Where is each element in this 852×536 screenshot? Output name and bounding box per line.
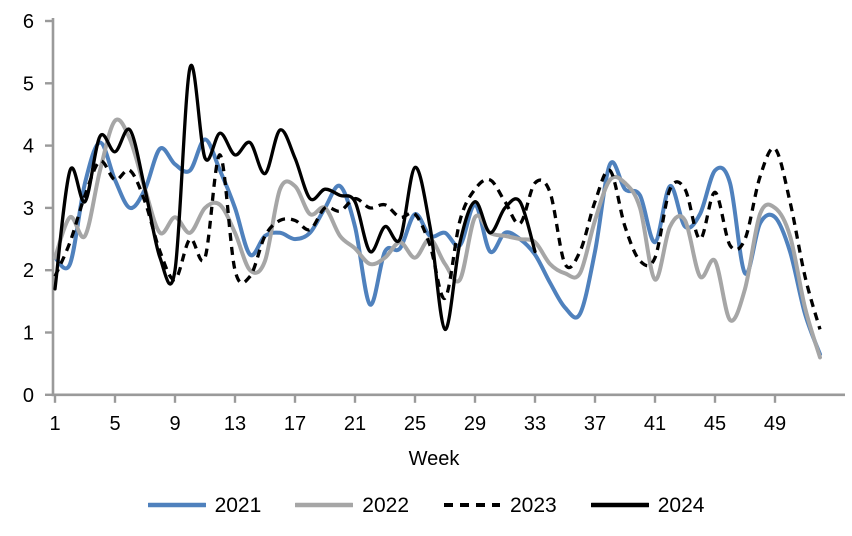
x-tick-label: 29 xyxy=(464,413,486,435)
x-axis-title: Week xyxy=(409,448,461,470)
x-tick-label: 37 xyxy=(584,413,606,435)
legend-item-2023: 2023 xyxy=(443,495,557,516)
legend-swatch-2023 xyxy=(444,503,500,507)
x-tick-label: 17 xyxy=(284,413,306,435)
legend-item-2024: 2024 xyxy=(590,493,705,517)
legend-label-2024: 2024 xyxy=(657,493,705,517)
y-tick-label: 6 xyxy=(23,11,34,33)
legend-label-2023: 2023 xyxy=(510,493,557,517)
x-tick-label: 49 xyxy=(764,413,786,435)
legend-item-2022: 2022 xyxy=(295,495,409,516)
y-tick-label: 1 xyxy=(23,323,34,345)
x-tick-label: 13 xyxy=(224,413,246,435)
y-tick-label: 2 xyxy=(23,260,34,282)
x-tick-label: 45 xyxy=(704,413,726,435)
legend: 2021 2022 2023 2024 xyxy=(0,484,852,526)
legend-swatch-2021 xyxy=(147,502,206,508)
legend-item-2021: 2021 xyxy=(147,493,262,517)
x-tick-label: 1 xyxy=(49,413,60,435)
x-tick-label: 5 xyxy=(109,413,120,435)
y-tick-label: 4 xyxy=(23,136,34,158)
y-tick-label: 5 xyxy=(23,73,34,95)
legend-swatch-2022 xyxy=(295,502,354,508)
x-tick-label: 21 xyxy=(344,413,366,435)
x-tick-label: 9 xyxy=(169,413,180,435)
x-tick-label: 25 xyxy=(404,413,426,435)
legend-label-2022: 2022 xyxy=(362,493,409,517)
y-tick-label: 0 xyxy=(23,385,34,407)
series-line-2022 xyxy=(53,117,822,360)
legend-swatch-2024 xyxy=(590,502,649,508)
x-tick-label: 41 xyxy=(644,413,666,435)
x-tick-label: 33 xyxy=(524,413,546,435)
legend-label-2021: 2021 xyxy=(214,493,262,517)
series-line-2024 xyxy=(53,63,537,332)
series-line-2023 xyxy=(53,146,822,330)
y-tick-label: 3 xyxy=(23,198,34,220)
